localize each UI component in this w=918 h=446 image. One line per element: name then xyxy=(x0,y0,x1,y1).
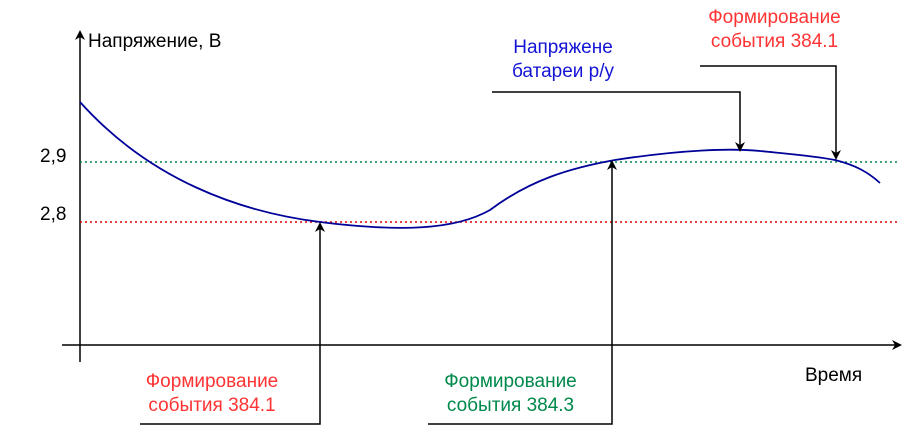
arrow-event-384-3 xyxy=(428,160,617,425)
annotation-line: события 384.1 xyxy=(710,31,839,52)
y-tick-2-8: 2,8 xyxy=(40,204,67,225)
annotation-line: Формирование xyxy=(444,371,577,392)
arrow-event-384-1-top xyxy=(700,65,841,160)
annotation-line: Напряжене xyxy=(513,37,613,58)
y-tick-2-9: 2,9 xyxy=(40,146,67,167)
annotation-event-384-3: Формирование события 384.3 xyxy=(418,370,603,418)
annotation-line: Формирование xyxy=(708,7,841,28)
annotation-line: события 384.3 xyxy=(446,395,575,416)
annotation-battery-voltage: Напряжене батареи р/у xyxy=(488,36,638,84)
annotation-line: батареи р/у xyxy=(511,61,615,82)
x-axis-title: Время xyxy=(805,365,863,386)
annotation-line: Формирование xyxy=(145,371,279,392)
annotation-line: события 384.1 xyxy=(148,395,276,416)
annotation-event-384-1-top: Формирование события 384.1 xyxy=(682,6,867,54)
arrow-event-384-1-bottom xyxy=(140,222,325,425)
voltage-curve xyxy=(79,101,881,229)
y-axis-title: Напряжение, В xyxy=(88,31,222,52)
arrow-battery-voltage xyxy=(492,91,745,152)
annotation-event-384-1-bottom: Формирование события 384.1 xyxy=(122,370,302,418)
